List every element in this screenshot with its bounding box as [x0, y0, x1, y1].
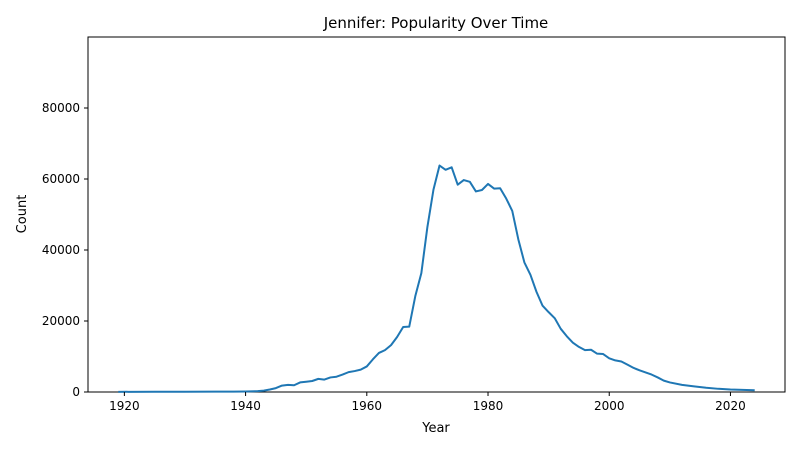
x-axis-label: Year — [421, 421, 450, 436]
y-tick-label: 60000 — [42, 172, 80, 186]
x-tick-label: 2000 — [594, 399, 625, 413]
x-tick-label: 2020 — [715, 399, 746, 413]
y-tick-label: 0 — [72, 385, 80, 399]
y-tick-label: 40000 — [42, 243, 80, 257]
y-tick-label: 20000 — [42, 314, 80, 328]
chart-title: Jennifer: Popularity Over Time — [323, 14, 549, 32]
x-tick-label: 1980 — [473, 399, 504, 413]
plot-area — [87, 36, 786, 393]
plot-frame — [87, 36, 786, 393]
series-line-0 — [118, 164, 755, 393]
y-tick-label: 80000 — [42, 101, 80, 115]
x-tick-label: 1940 — [230, 399, 261, 413]
x-tick-label: 1920 — [109, 399, 140, 413]
y-axis-label: Count — [15, 195, 30, 234]
x-tick-label: 1960 — [352, 399, 383, 413]
x-axis-ticks: 1920 1940 1960 1980 2000 2020 — [109, 392, 746, 413]
y-axis-ticks: 0 20000 40000 60000 80000 — [42, 101, 88, 399]
